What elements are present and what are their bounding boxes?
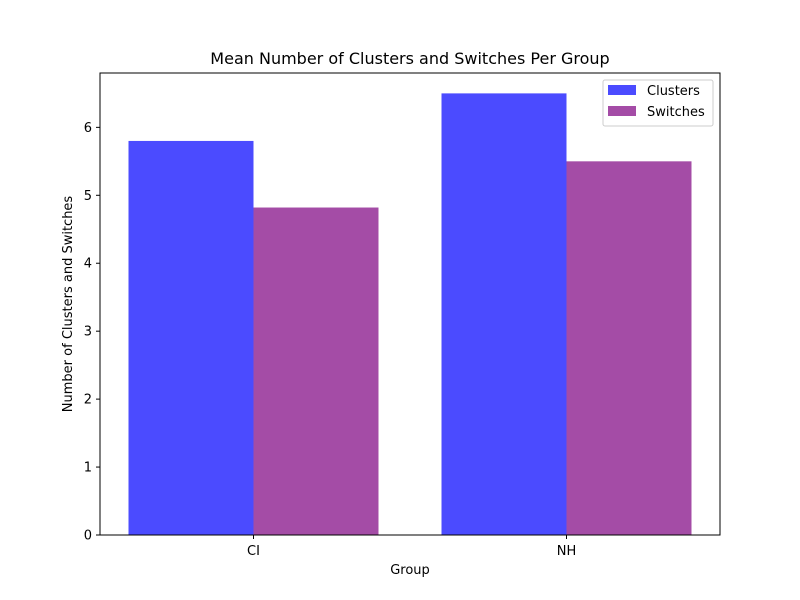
x-axis: CI NH — [247, 535, 576, 559]
y-axis: 0 1 2 3 4 5 6 — [84, 121, 100, 544]
y-tick-label: 3 — [84, 325, 92, 340]
y-tick-label: 2 — [84, 393, 92, 408]
bar-switches-nh — [566, 161, 692, 535]
legend: Clusters Switches — [602, 79, 714, 127]
plot-frame — [99, 72, 721, 536]
bar-clusters-nh — [441, 93, 567, 535]
y-axis-label: Number of Clusters and Switches — [61, 196, 76, 413]
y-tick-label: 1 — [84, 461, 92, 476]
x-tick-label: NH — [557, 544, 577, 559]
legend-swatch-clusters — [608, 85, 636, 95]
legend-label-switches: Switches — [647, 105, 705, 120]
x-tick-label: CI — [247, 544, 260, 559]
y-tick-label: 6 — [84, 121, 92, 136]
bar-clusters-ci — [128, 140, 254, 536]
legend-label-clusters: Clusters — [647, 84, 700, 99]
bars-group — [128, 93, 692, 536]
y-tick-label: 0 — [84, 529, 92, 544]
x-axis-label: Group — [390, 563, 430, 578]
y-tick-label: 4 — [84, 257, 92, 272]
y-tick-label: 5 — [84, 189, 92, 204]
bar-switches-ci — [253, 207, 379, 535]
chart-title: Mean Number of Clusters and Switches Per… — [210, 49, 609, 68]
legend-swatch-switches — [608, 106, 636, 116]
